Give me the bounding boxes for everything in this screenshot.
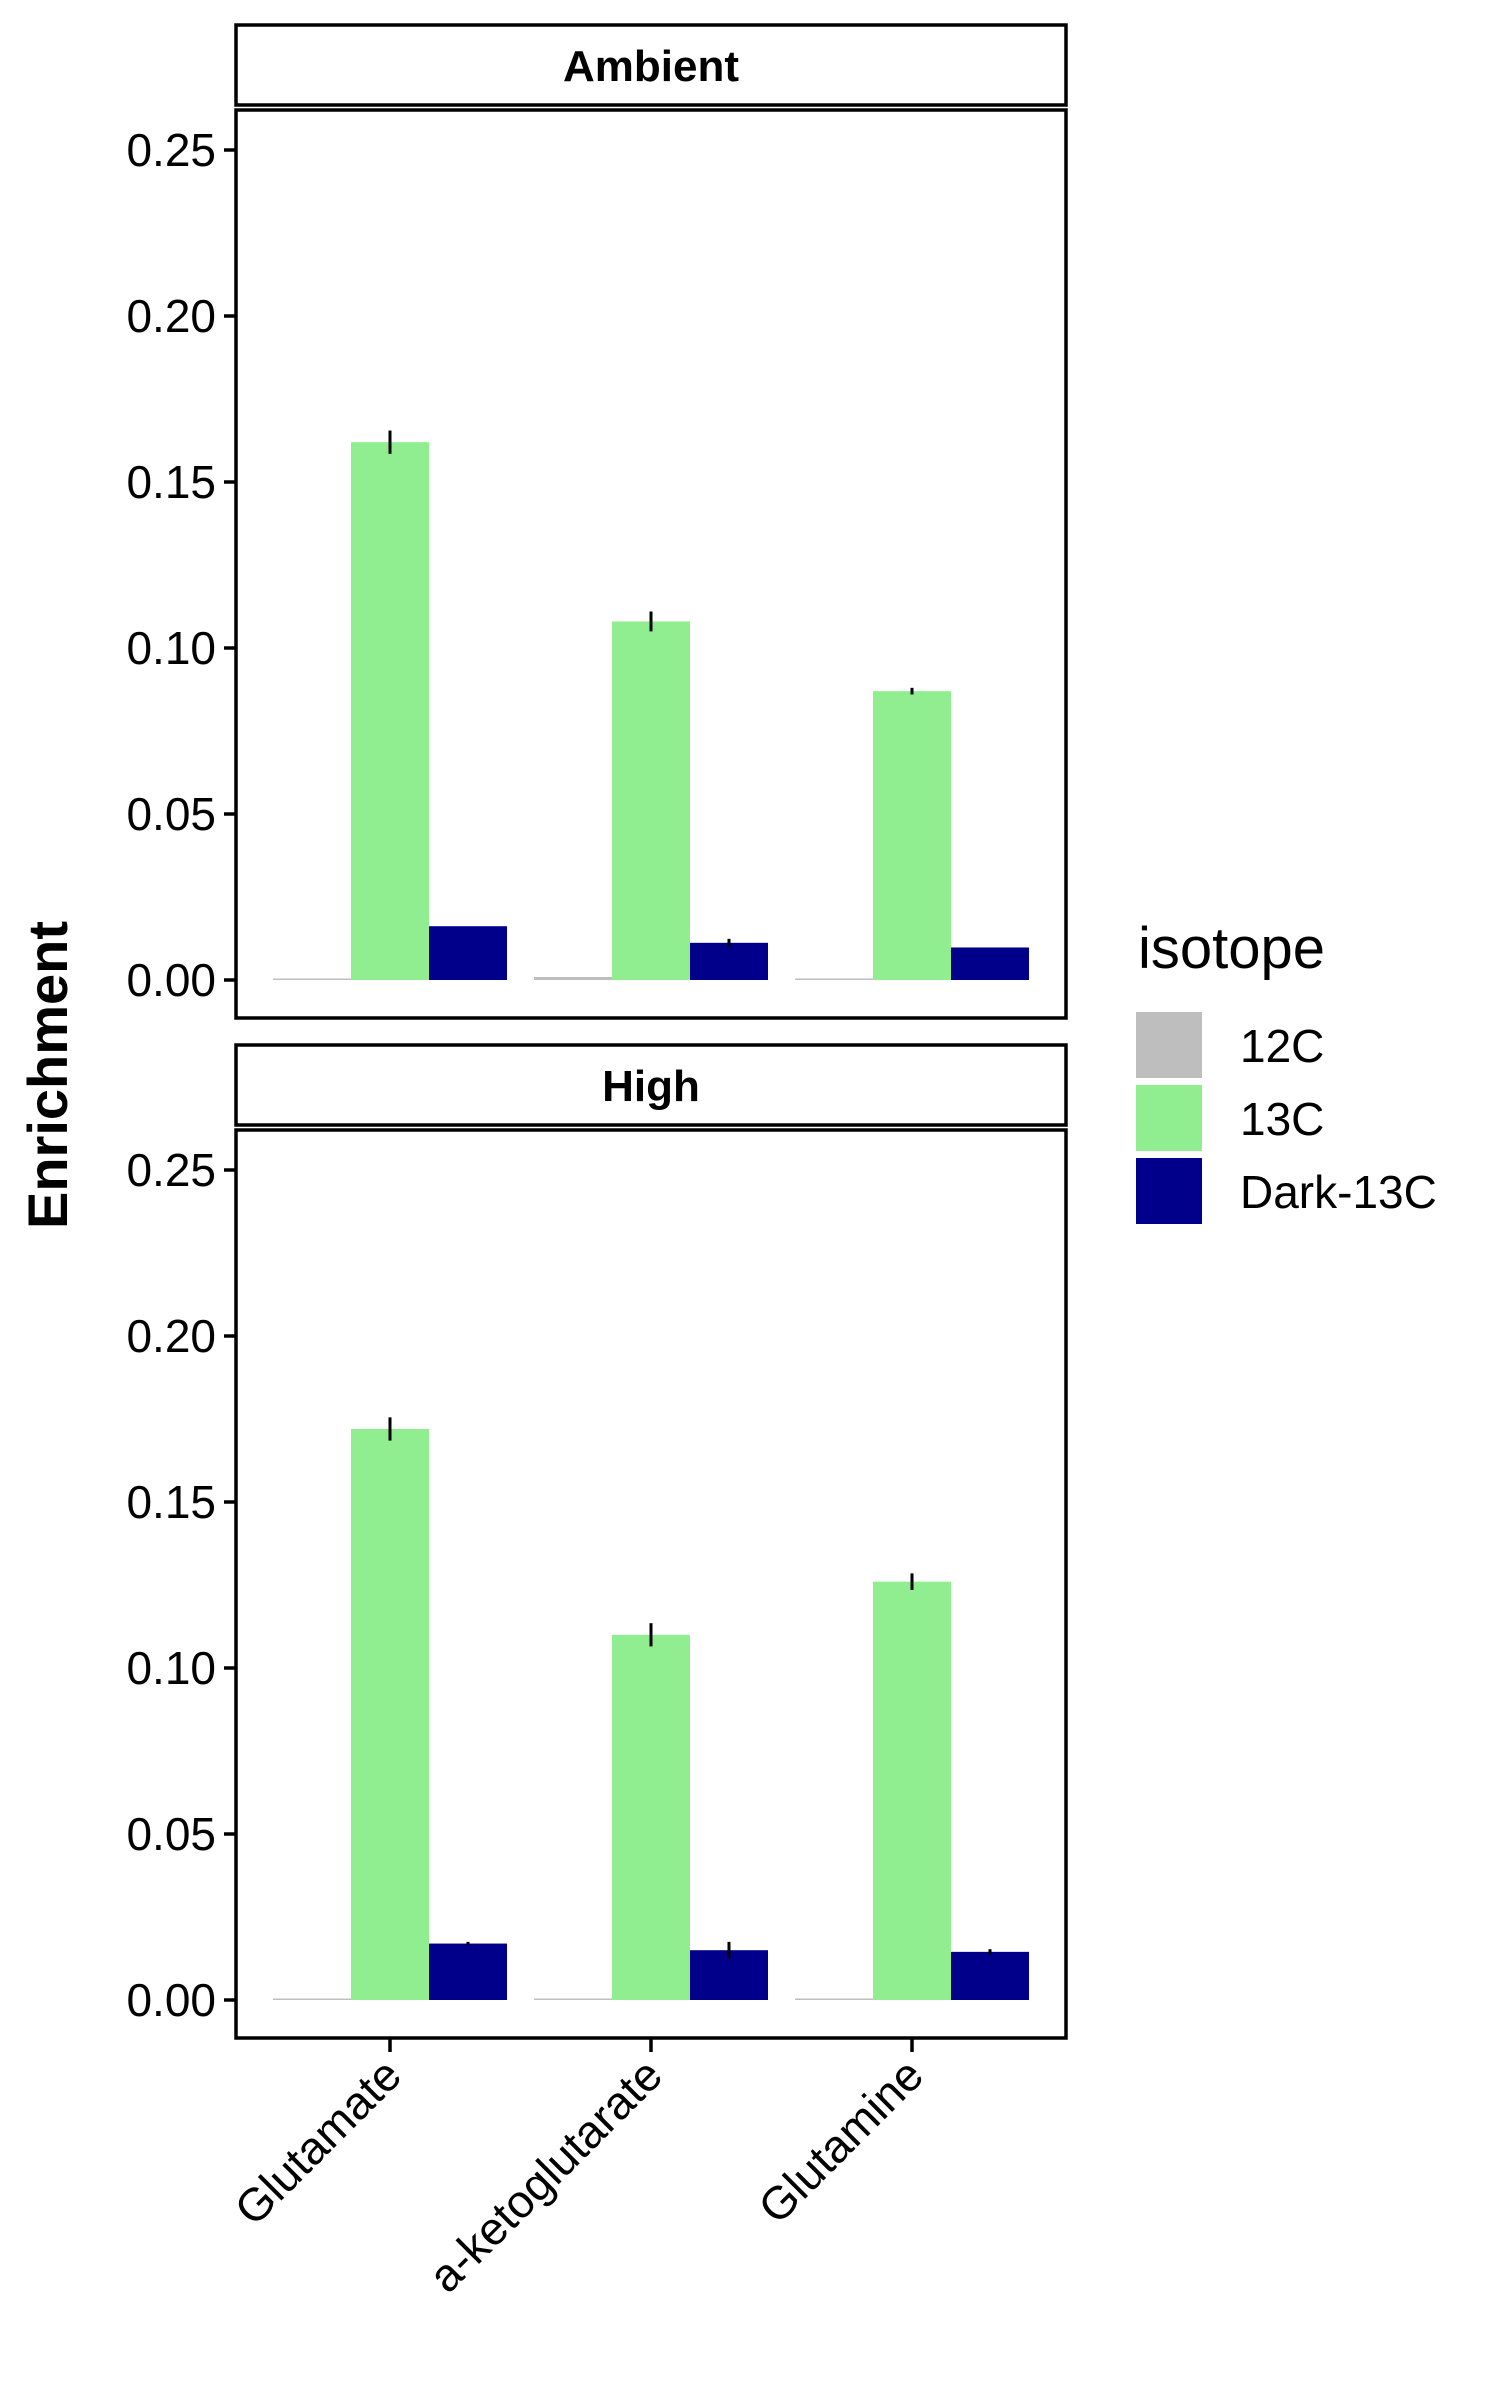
bar-12c-a-ketoglutarate xyxy=(534,977,612,980)
bar-13c-a-ketoglutarate xyxy=(612,1634,690,2000)
panel-high-bars xyxy=(273,1417,1029,2000)
legend-label-13c: 13C xyxy=(1240,1093,1324,1145)
bar-12c-glutamine xyxy=(795,1998,873,2000)
legend-swatch-13c xyxy=(1136,1085,1202,1151)
panel-ambient-strip xyxy=(234,23,1068,107)
y-tick-label: 0.10 xyxy=(126,1642,216,1694)
y-tick-label: 0.00 xyxy=(126,1974,216,2026)
panel-high-y-axis: 0.00 0.05 0.10 0.15 0.20 0.25 xyxy=(126,1144,236,2026)
y-tick-label: 0.25 xyxy=(126,124,216,176)
bar-13c-glutamine xyxy=(873,1581,951,2000)
panel-ambient-frame xyxy=(234,108,1068,1020)
y-tick-label: 0.20 xyxy=(126,290,216,342)
panel-high: High 0.00 0.05 0.10 0.15 0.20 0.25 xyxy=(126,1043,1068,2040)
bar-12c-glutamine xyxy=(795,978,873,980)
x-tick-label: Glutamine xyxy=(748,2048,933,2233)
x-axis: Glutamate a-ketoglutarate Glutamine xyxy=(224,2038,933,2302)
y-axis-label: Enrichment xyxy=(16,921,79,1229)
bar-13c-glutamine xyxy=(873,691,951,980)
panel-high-label: High xyxy=(602,1062,700,1111)
bar-13c-glutamate xyxy=(351,442,429,980)
y-tick-label: 0.20 xyxy=(126,1310,216,1362)
bar-dark-13c-glutamate xyxy=(429,1943,507,2000)
bar-12c-a-ketoglutarate xyxy=(534,1998,612,2000)
legend-items: 12C 13C Dark-13C xyxy=(1136,1012,1437,1224)
bar-dark-13c-glutamine xyxy=(951,947,1029,980)
panel-ambient-label: Ambient xyxy=(563,42,739,91)
y-tick-label: 0.15 xyxy=(126,1476,216,1528)
legend-label-12c: 12C xyxy=(1240,1020,1324,1072)
legend-swatch-12c xyxy=(1136,1012,1202,1078)
x-tick-label: Glutamate xyxy=(224,2048,411,2235)
bar-12c-glutamate xyxy=(273,978,351,980)
y-tick-label: 0.25 xyxy=(126,1144,216,1196)
bar-12c-glutamate xyxy=(273,1998,351,2000)
legend: isotope 12C 13C Dark-13C xyxy=(1136,916,1437,1224)
legend-swatch-dark-13c xyxy=(1136,1158,1202,1224)
y-tick-label: 0.05 xyxy=(126,1808,216,1860)
y-tick-label: 0.05 xyxy=(126,788,216,840)
panel-ambient-bars xyxy=(273,430,1029,980)
bar-13c-a-ketoglutarate xyxy=(612,621,690,980)
bar-dark-13c-glutamine xyxy=(951,1951,1029,2000)
y-tick-label: 0.10 xyxy=(126,622,216,674)
legend-label-dark-13c: Dark-13C xyxy=(1240,1166,1437,1218)
y-tick-label: 0.15 xyxy=(126,456,216,508)
bar-dark-13c-glutamate xyxy=(429,926,507,980)
y-tick-label: 0.00 xyxy=(126,954,216,1006)
bar-dark-13c-a-ketoglutarate xyxy=(690,942,768,980)
panel-ambient: Ambient 0.00 0.05 0.10 0.15 0.20 0.25 xyxy=(126,23,1068,1020)
legend-title: isotope xyxy=(1138,916,1325,981)
panel-ambient-y-axis: 0.00 0.05 0.10 0.15 0.20 0.25 xyxy=(126,124,236,1006)
bar-13c-glutamate xyxy=(351,1428,429,2000)
x-tick-label: a-ketoglutarate xyxy=(418,2048,672,2302)
panel-high-strip xyxy=(234,1043,1068,1127)
